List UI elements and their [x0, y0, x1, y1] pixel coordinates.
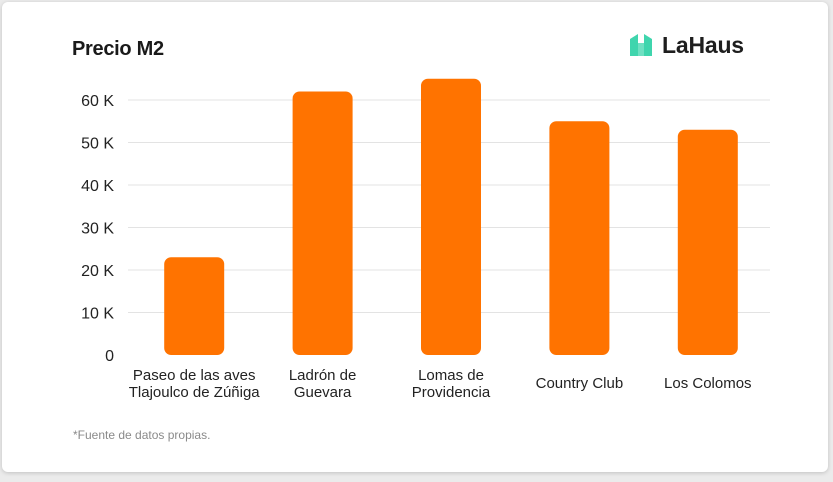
- bar: [421, 78, 481, 355]
- house-icon: [630, 34, 652, 56]
- bar: [677, 129, 738, 355]
- bar: [549, 121, 610, 355]
- bar: [292, 91, 353, 355]
- y-tick-label: 60 K: [81, 93, 114, 110]
- bar: [164, 257, 225, 355]
- x-tick-label: Country Club: [536, 375, 624, 392]
- y-tick-label: 30 K: [81, 221, 114, 238]
- chart-title: Precio M2: [72, 38, 164, 60]
- brand-logo: LaHaus: [630, 30, 744, 60]
- x-tick-label: Lomas de Providencia: [412, 367, 491, 401]
- y-tick-label: 0: [105, 348, 114, 365]
- y-tick-label: 20 K: [81, 263, 114, 280]
- x-tick-label: Paseo de las aves Tlajoulco de Zúñiga: [129, 367, 261, 401]
- x-tick-label: Los Colomos: [664, 375, 752, 392]
- brand-name: LaHaus: [662, 31, 744, 58]
- y-tick-label: 10 K: [81, 306, 114, 323]
- footnote: *Fuente de datos propias.: [73, 428, 211, 442]
- y-tick-label: 50 K: [81, 136, 114, 153]
- x-tick-label: Ladrón de Guevara: [289, 367, 357, 401]
- y-tick-label: 40 K: [81, 178, 114, 195]
